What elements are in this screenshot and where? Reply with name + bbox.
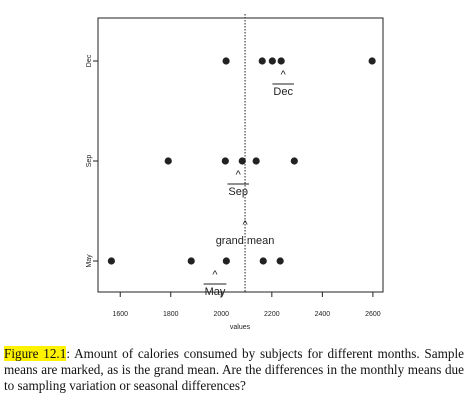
grand-mean-caret: ^ <box>242 219 248 231</box>
point <box>107 257 115 265</box>
point <box>259 257 267 265</box>
point <box>221 157 229 165</box>
x-tick-label: 1800 <box>163 311 179 318</box>
grand-mean-label: grand mean <box>216 235 275 247</box>
point <box>238 157 246 165</box>
x-axis-label: values <box>230 324 251 331</box>
point <box>222 257 230 265</box>
x-tick-label: 2200 <box>264 311 280 318</box>
mean-label: May <box>205 286 226 298</box>
point <box>222 57 230 65</box>
point <box>276 257 284 265</box>
mean-caret: ^ <box>281 69 287 81</box>
mean-label: Sep <box>228 186 248 198</box>
y-tick-label: Sep <box>86 155 93 168</box>
point <box>277 57 285 65</box>
plot-frame <box>97 17 384 293</box>
caption-label: Figure 12.1 <box>4 346 67 361</box>
point <box>290 157 298 165</box>
mean-caret: ^ <box>212 269 218 281</box>
mean-caret: ^ <box>236 169 242 181</box>
point <box>258 57 266 65</box>
mean-label: Dec <box>273 86 293 98</box>
chart: values 1600 1800 2000 2200 2400 2600 ^ grand me… <box>86 14 384 331</box>
point <box>368 57 376 65</box>
caption-text: : Amount of calories consumed by subject… <box>4 346 464 393</box>
x-tick-label: 2000 <box>214 311 230 318</box>
x-tick-label: 1600 <box>112 311 128 318</box>
x-tick-label: 2600 <box>365 311 381 318</box>
point <box>252 157 260 165</box>
x-tick-label: 2400 <box>315 311 331 318</box>
point <box>268 57 276 65</box>
point <box>164 157 172 165</box>
point <box>187 257 195 265</box>
y-tick-label: May <box>86 254 93 268</box>
y-tick-label: Dec <box>86 54 93 67</box>
caption: Figure 12.1: Amount of calories consumed… <box>4 346 464 394</box>
